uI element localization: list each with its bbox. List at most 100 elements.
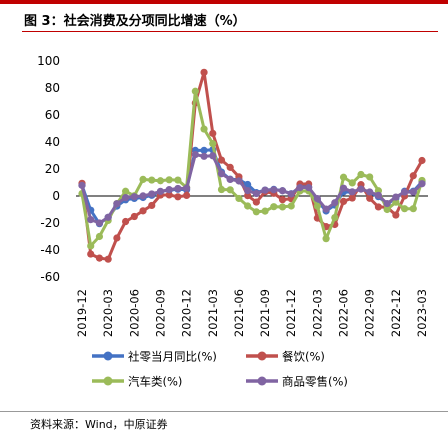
x-tick-label: 2022-03 [310, 289, 324, 337]
series-2-point [209, 129, 217, 137]
series-2-point [217, 156, 226, 164]
series-4-point [209, 152, 217, 160]
series-3-point [200, 125, 208, 133]
series-4-point [139, 192, 147, 200]
series-3-point [339, 173, 348, 181]
legend-swatch-marker [103, 351, 113, 361]
x-tick-label: 2022-09 [363, 289, 377, 337]
series-2-point [374, 203, 383, 211]
series-3-point [409, 205, 417, 213]
x-tick-label: 2022-12 [389, 289, 403, 337]
series-line-3 [80, 89, 424, 248]
y-tick-label: -60 [40, 270, 60, 284]
y-tick-label: -20 [40, 216, 60, 230]
series-4-point [87, 216, 95, 224]
series-3-point [322, 235, 330, 243]
series-3-point [209, 140, 217, 148]
series-3-point [287, 202, 295, 210]
series-4-point [322, 205, 330, 213]
series-line-4 [80, 153, 424, 225]
series-4-point [78, 181, 86, 189]
series-3-point [313, 202, 321, 210]
series-2-point [113, 234, 121, 242]
series-2-point [366, 194, 374, 202]
x-tick-label: 2019-12 [75, 289, 89, 337]
series-2-point [104, 255, 112, 263]
legend-swatch-marker [257, 351, 267, 361]
series-2-point [87, 250, 95, 258]
series-4-point [392, 193, 400, 201]
series-3-point [270, 203, 278, 211]
series-4-point [418, 180, 426, 188]
series-4-point [313, 194, 321, 203]
line-chart: 100 80 60 40 20 0 -20 -40 -60 2019-12 2020-03 2020-… [37, 54, 429, 389]
x-tick-label: 2020-09 [153, 289, 167, 337]
x-tick-label: 2021-09 [258, 289, 272, 337]
series-4-point [339, 184, 348, 192]
series-2-point [226, 163, 234, 171]
series-4-point [357, 185, 365, 193]
series-4-point [165, 186, 173, 194]
y-tick-label: 60 [45, 108, 60, 122]
series-4-point [252, 189, 260, 198]
series-4-point [244, 187, 252, 195]
series-4-point [305, 184, 313, 192]
series-4-point [148, 190, 156, 198]
x-tick-label: 2022-06 [337, 289, 351, 337]
series-3-point [366, 173, 374, 181]
series-4-point [174, 184, 182, 193]
series-4-point [191, 150, 199, 159]
series-2-point [165, 191, 173, 199]
series-3-point [156, 177, 165, 185]
x-tick-label: 2023-03 [415, 289, 429, 337]
legend-label: 商品零售(%) [282, 375, 348, 389]
series-2-point [200, 68, 208, 76]
series-2-point [392, 211, 400, 219]
series-3-point [87, 242, 95, 250]
series-3-point [165, 176, 173, 184]
series-1-point [244, 180, 252, 189]
series-2-point [183, 191, 191, 200]
series-2-point [174, 193, 182, 201]
y-tick-label: 40 [45, 135, 60, 149]
series-3-point [226, 186, 234, 194]
series-4-point [331, 199, 339, 207]
series-3-point [217, 185, 226, 194]
bottom-rule [0, 411, 448, 412]
series-3-point [121, 187, 130, 195]
y-tick-label: 0 [52, 189, 60, 203]
series-3-point [357, 170, 365, 179]
series-4-point [95, 219, 104, 227]
legend-label: 汽车类(%) [128, 375, 182, 389]
series-3-point [261, 207, 269, 215]
series-4-point [156, 187, 165, 196]
series-3-point [392, 198, 400, 206]
title-rule [22, 31, 438, 32]
series-4-point [130, 193, 138, 201]
series-2-point [409, 172, 417, 180]
series-4-point [366, 188, 374, 196]
x-tick-label: 2021-12 [284, 289, 298, 337]
series-3-point [400, 205, 409, 213]
series-2-point [139, 207, 147, 215]
series-2-point [348, 194, 356, 202]
series-4-point [121, 194, 130, 202]
series-3-point [235, 194, 243, 203]
x-tick-label: 2021-03 [206, 289, 220, 337]
series-line-2 [80, 70, 424, 261]
series-4-point [287, 190, 295, 198]
series-4-point [226, 175, 234, 183]
series-2-point [278, 196, 287, 204]
series-2-point [339, 197, 348, 205]
source-note: 资料来源：Wind，中原证券 [30, 418, 168, 431]
series-2-point [252, 198, 260, 206]
series-4-point [348, 188, 356, 196]
series-4-point [113, 200, 121, 208]
series-2-point [121, 217, 130, 226]
series-3-point [139, 175, 147, 183]
series-line-1 [80, 148, 424, 226]
x-tick-label: 2020-06 [127, 289, 141, 337]
series-4-point [217, 170, 226, 178]
series-4-point [235, 177, 243, 185]
series-3-point [278, 203, 287, 211]
